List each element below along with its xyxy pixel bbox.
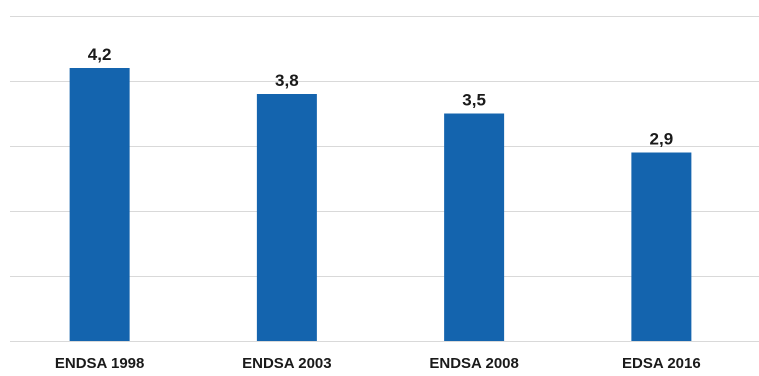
bars: [69, 68, 692, 341]
x-tick-label-3: ENDSA 2008: [429, 355, 519, 372]
data-label-3: 3,5: [462, 91, 486, 110]
data-label-2: 3,8: [275, 71, 299, 90]
bar-4: [631, 152, 692, 341]
bar-1: [69, 68, 130, 341]
x-tick-label-4: EDSA 2016: [622, 355, 701, 372]
data-label-1: 4,2: [88, 45, 112, 64]
x-tick-label-1: ENDSA 1998: [55, 355, 145, 372]
bar-2: [256, 94, 317, 341]
x-tick-label-2: ENDSA 2003: [242, 355, 332, 372]
data-labels: 4,2 3,8 3,5 2,9: [88, 45, 673, 149]
gridlines: [10, 16, 759, 342]
bar-3: [444, 113, 505, 341]
x-axis-tick-labels: ENDSA 1998 ENDSA 2003 ENDSA 2008 EDSA 2016: [55, 355, 701, 372]
data-label-4: 2,9: [650, 130, 674, 149]
